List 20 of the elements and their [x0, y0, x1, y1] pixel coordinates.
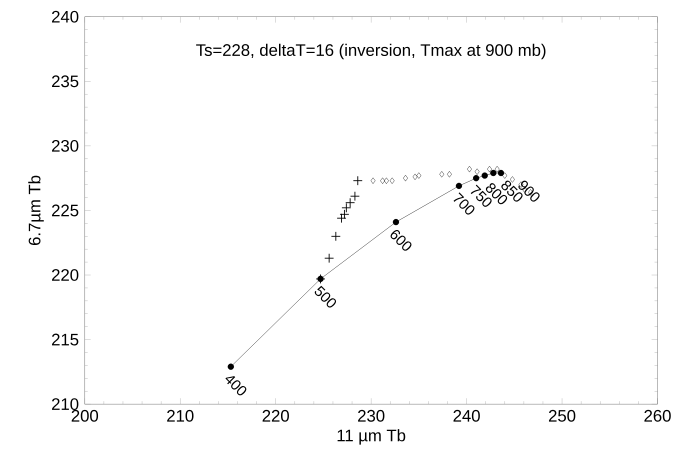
y-tick-label: 215	[52, 334, 78, 346]
y-tick-label: 225	[52, 204, 78, 216]
x-tick-label: 250	[548, 410, 576, 422]
y-tick-label: 230	[52, 140, 78, 152]
y-axis-title: 6.7µm Tb	[28, 176, 44, 245]
y-tick-label: 240	[52, 10, 78, 23]
x-tick-label: 240	[454, 410, 480, 422]
x-tick-label: 220	[262, 410, 289, 422]
annotation: 400	[225, 376, 246, 396]
x-tick-label: 260	[644, 410, 671, 422]
text: Ts=228, deltaT=16 (inversion, Tmax at 900 mb)	[196, 44, 546, 60]
y-tick-label: 220	[52, 268, 78, 281]
x-tick-label: 210	[167, 410, 194, 422]
x-tick-label: 230	[358, 410, 384, 422]
y-tick-label: 210	[52, 398, 78, 410]
annotation: 500	[314, 286, 336, 308]
annotation: 600	[390, 230, 412, 251]
y-tick-label: 235	[52, 75, 78, 88]
x-axis-title: 11 µm Tb	[338, 429, 406, 445]
x-tick-label: 200	[72, 410, 98, 422]
